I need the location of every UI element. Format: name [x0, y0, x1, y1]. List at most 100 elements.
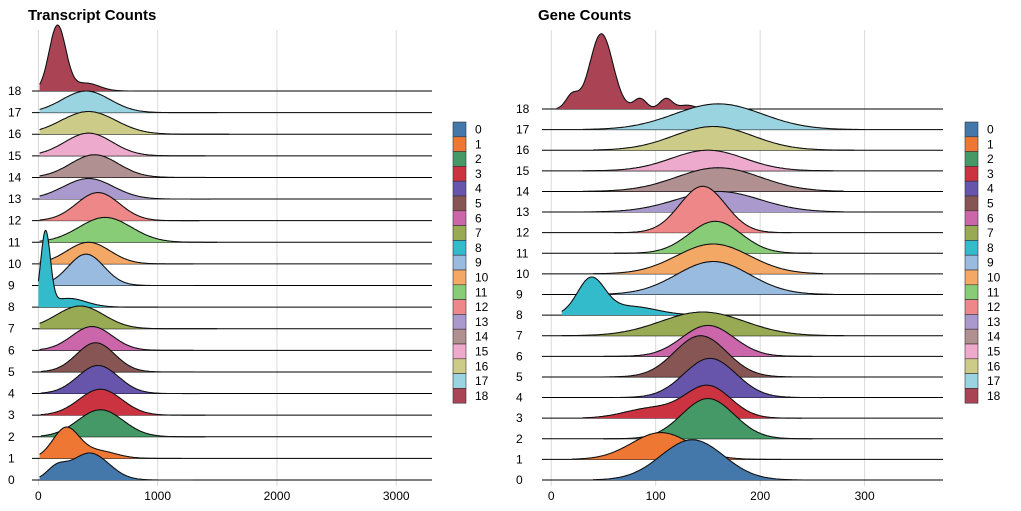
legend-swatch-14	[964, 328, 979, 345]
y-category-label: 3	[8, 408, 15, 422]
ridge-outline-9	[582, 260, 834, 295]
ridge-outline-5	[40, 342, 194, 373]
y-category-label: 8	[8, 300, 15, 314]
legend-label: 7	[475, 226, 482, 240]
ridge-area-4	[613, 358, 823, 398]
ridge-area-8	[38, 230, 158, 308]
legend-swatch-5	[452, 195, 467, 212]
x-tick-label: 200	[750, 489, 770, 503]
y-category-label: 17	[516, 123, 530, 137]
legend-label: 1	[475, 137, 482, 151]
legend-label: 3	[475, 167, 482, 181]
ridge-outline-7	[39, 305, 218, 330]
ridge-area-6	[39, 326, 194, 351]
legend-label: 17	[987, 374, 1001, 388]
ridge-area-2	[40, 409, 206, 437]
ridge-outline-3	[582, 384, 802, 419]
y-category-label: 16	[8, 127, 22, 141]
legend-label: 16	[987, 359, 1001, 373]
ridge-area-14	[582, 167, 844, 192]
ridge-area-18	[39, 25, 134, 92]
ridge-area-9	[582, 261, 834, 295]
y-category-label: 11	[516, 246, 529, 260]
y-category-label: 16	[516, 143, 530, 157]
ridge-outline-18	[556, 33, 719, 110]
x-tick-label: 1000	[144, 489, 171, 503]
legend-swatch-14	[452, 328, 467, 345]
legend-swatch-5	[964, 195, 979, 212]
ridge-outline-9	[39, 253, 194, 287]
y-category-label: 6	[8, 343, 15, 357]
legend-swatch-7	[452, 225, 467, 241]
ridge-area-5	[40, 342, 194, 372]
legend-label: 2	[475, 152, 482, 166]
y-category-label: 4	[8, 387, 15, 401]
y-category-label: 10	[8, 257, 22, 271]
ridge-area-4	[40, 365, 200, 394]
legend-swatch-9	[964, 254, 979, 271]
legend-swatch-3	[964, 166, 979, 182]
y-category-label: 13	[516, 205, 530, 219]
legend-swatch-1	[452, 136, 467, 152]
legend-label: 18	[987, 389, 1001, 403]
legend-label: 5	[475, 197, 482, 211]
legend-swatch-10	[452, 269, 467, 286]
y-category-label: 10	[516, 267, 530, 281]
legend-label: 6	[475, 211, 482, 225]
ridge-outline-14	[39, 154, 206, 178]
ridge-outline-11	[39, 216, 218, 243]
ridge-area-12	[613, 186, 792, 233]
y-category-label: 9	[8, 279, 15, 293]
ridge-area-1	[39, 427, 182, 459]
ridge-area-5	[603, 335, 813, 377]
ridge-area-16	[39, 111, 230, 135]
x-tick-label: 0	[35, 489, 42, 503]
ridge-outline-8	[37, 229, 158, 308]
right-chart-title: Gene Counts	[538, 7, 631, 24]
y-category-label: 6	[516, 349, 523, 363]
legend-swatch-11	[964, 284, 979, 300]
legend-swatch-9	[452, 254, 467, 271]
y-category-label: 18	[8, 84, 22, 98]
ridge-outline-5	[603, 335, 813, 378]
legend-label: 4	[987, 182, 994, 196]
legend-label: 16	[475, 359, 489, 373]
ridge-area-10	[593, 244, 823, 274]
legend-swatch-0	[452, 121, 467, 138]
legend-swatch-6	[964, 210, 979, 226]
legend-swatch-7	[964, 225, 979, 241]
legend-swatch-17	[964, 373, 979, 389]
legend-label: 15	[475, 345, 489, 359]
y-category-label: 12	[8, 214, 22, 228]
y-category-label: 1	[516, 452, 523, 466]
legend-swatch-17	[452, 373, 467, 389]
y-category-label: 4	[516, 391, 523, 405]
ridge-outline-10	[592, 243, 823, 275]
ridge-outline-16	[39, 110, 230, 135]
ridge-area-0	[39, 453, 194, 480]
y-category-label: 0	[8, 473, 15, 487]
ridge-area-13	[39, 178, 212, 200]
ridge-area-7	[39, 306, 218, 329]
legend-label: 2	[987, 152, 994, 166]
y-category-label: 8	[516, 308, 523, 322]
ridge-outline-10	[39, 241, 194, 265]
legend-swatch-13	[964, 314, 979, 330]
legend-swatch-10	[964, 269, 979, 286]
ridge-area-12	[39, 192, 200, 221]
left-chart-title: Transcript Counts	[28, 7, 156, 24]
x-tick-label: 300	[855, 489, 875, 503]
legend-label: 6	[987, 211, 994, 225]
legend-swatch-16	[964, 358, 979, 374]
y-category-label: 2	[8, 430, 15, 444]
ridge-outline-1	[572, 432, 782, 460]
y-category-label: 13	[8, 192, 22, 206]
ridge-outline-17	[582, 103, 865, 131]
legend-label: 0	[475, 123, 482, 137]
legend-label: 11	[475, 285, 488, 299]
y-category-label: 12	[516, 226, 530, 240]
ridge-outline-11	[613, 220, 813, 254]
legend-label: 18	[475, 389, 489, 403]
